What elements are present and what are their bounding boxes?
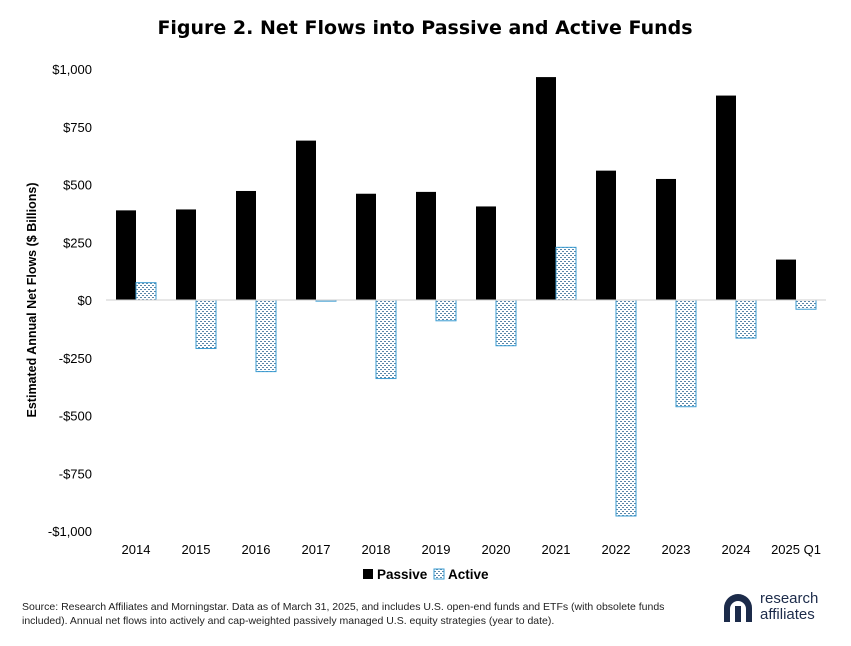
x-tick-label: 2025 Q1 [771, 542, 821, 557]
bar-passive [596, 170, 616, 300]
x-tick-label: 2015 [182, 542, 211, 557]
bar-passive [236, 190, 256, 300]
y-axis-label: Estimated Annual Net Flows ($ Billions) [25, 183, 39, 418]
legend-label-active: Active [448, 567, 489, 582]
bar-active [495, 299, 517, 347]
bar-passive [116, 210, 136, 300]
bar-active [135, 282, 157, 301]
bar-passive [656, 178, 676, 300]
bar-active [795, 299, 817, 310]
y-tick-label: $0 [78, 293, 92, 308]
research-affiliates-logo-mark-icon [724, 594, 752, 622]
x-tick-label: 2014 [122, 542, 151, 557]
y-tick-label: $250 [63, 235, 92, 250]
bar-active [735, 299, 757, 339]
y-tick-label: $500 [63, 178, 92, 193]
bar-active [435, 299, 457, 322]
y-tick-label: -$750 [59, 466, 92, 481]
legend-swatch-active [433, 568, 445, 580]
legend-label-passive: Passive [377, 567, 428, 582]
bar-active [195, 299, 217, 350]
bar-active [615, 299, 637, 517]
source-note: Source: Research Affiliates and Mornings… [22, 601, 665, 627]
bar-passive [356, 193, 376, 300]
bar-passive [416, 191, 436, 300]
bar-active [375, 299, 397, 380]
y-axis-ticks: $1,000 $750 $500 $250 $0 -$250 -$500 -$750 -$1,0… [48, 62, 92, 539]
bar-passive [776, 259, 796, 300]
y-tick-label: -$1,000 [48, 524, 92, 539]
logo: research affiliates [722, 590, 842, 630]
chart-title: Figure 2. Net Flows into Passive and Act… [157, 17, 692, 39]
bars [116, 77, 817, 517]
legend: Passive Active [363, 567, 489, 582]
x-tick-label: 2018 [362, 542, 391, 557]
bar-passive [296, 140, 316, 300]
x-tick-label: 2016 [242, 542, 271, 557]
x-tick-label: 2022 [602, 542, 631, 557]
bar-passive [176, 209, 196, 300]
net-flows-chart: Figure 2. Net Flows into Passive and Act… [25, 17, 826, 582]
x-tick-label: 2024 [722, 542, 751, 557]
bar-passive [716, 95, 736, 300]
bar-active [675, 299, 697, 408]
x-tick-label: 2019 [422, 542, 451, 557]
logo-line-2: affiliates [760, 606, 815, 623]
bar-active [555, 246, 577, 301]
legend-swatch-passive [363, 569, 373, 579]
x-axis-ticks: 2014 2015 2016 2017 2018 2019 2020 2021 2022 2023… [122, 542, 821, 557]
bar-passive [536, 77, 556, 301]
x-tick-label: 2023 [662, 542, 691, 557]
logo-text: research affiliates [760, 591, 818, 623]
logo-line-1: research [760, 590, 819, 607]
y-tick-label: $1,000 [52, 62, 92, 77]
x-tick-label: 2020 [482, 542, 511, 557]
x-tick-label: 2021 [542, 542, 571, 557]
y-tick-label: -$250 [59, 351, 92, 366]
y-tick-label: -$500 [59, 409, 92, 424]
bar-passive [476, 206, 496, 300]
bar-active [255, 299, 277, 373]
y-tick-label: $750 [63, 120, 92, 135]
x-tick-label: 2017 [302, 542, 331, 557]
